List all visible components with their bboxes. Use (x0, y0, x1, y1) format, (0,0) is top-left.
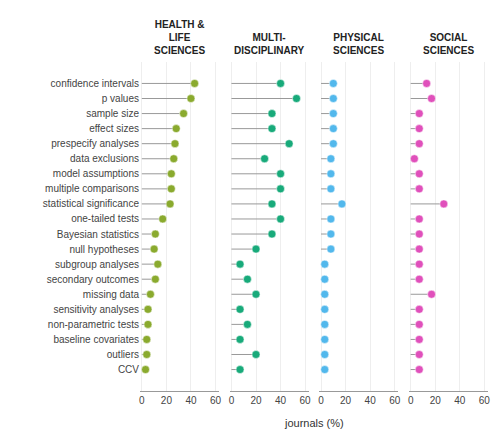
svg-text:40: 40 (275, 395, 287, 406)
svg-text:40: 40 (454, 395, 466, 406)
svg-text:0: 0 (408, 395, 414, 406)
svg-text:baseline covariates: baseline covariates (53, 334, 139, 345)
svg-text:60: 60 (479, 395, 491, 406)
svg-text:CCV: CCV (118, 364, 139, 375)
svg-text:p values: p values (102, 93, 139, 104)
svg-text:Bayesian statistics: Bayesian statistics (57, 229, 139, 240)
svg-text:MULTI-DISCIPLINARY: MULTI-DISCIPLINARY (234, 32, 305, 56)
svg-text:one-tailed tests: one-tailed tests (71, 213, 139, 224)
svg-text:confidence intervals: confidence intervals (51, 78, 139, 89)
svg-text:missing data: missing data (83, 289, 140, 300)
svg-text:40: 40 (185, 395, 197, 406)
svg-text:secondary outcomes: secondary outcomes (47, 274, 139, 285)
svg-text:20: 20 (161, 395, 173, 406)
svg-text:20: 20 (250, 395, 262, 406)
svg-text:60: 60 (389, 395, 401, 406)
svg-text:60: 60 (300, 395, 312, 406)
svg-text:20: 20 (430, 395, 442, 406)
svg-text:effect sizes: effect sizes (89, 123, 139, 134)
svg-text:subgroup analyses: subgroup analyses (55, 259, 139, 270)
svg-text:HEALTH &LIFESCIENCES: HEALTH &LIFESCIENCES (154, 19, 205, 56)
svg-text:non-parametric tests: non-parametric tests (48, 319, 139, 330)
svg-text:sample size: sample size (86, 108, 139, 119)
svg-text:0: 0 (139, 395, 145, 406)
svg-text:prespecify analyses: prespecify analyses (51, 138, 139, 149)
svg-text:null hypotheses: null hypotheses (70, 244, 140, 255)
svg-text:40: 40 (365, 395, 377, 406)
svg-text:0: 0 (229, 395, 235, 406)
svg-text:model assumptions: model assumptions (53, 168, 139, 179)
svg-text:outliers: outliers (107, 349, 139, 360)
svg-text:data exclusions: data exclusions (70, 153, 139, 164)
svg-text:PHYSICALSCIENCES: PHYSICALSCIENCES (333, 32, 384, 56)
svg-text:sensitivity analyses: sensitivity analyses (53, 304, 139, 315)
svg-text:0: 0 (318, 395, 324, 406)
svg-text:journals (%): journals (%) (284, 417, 344, 429)
svg-text:20: 20 (340, 395, 352, 406)
svg-text:SOCIALSCIENCES: SOCIALSCIENCES (423, 32, 474, 56)
svg-text:statistical significance: statistical significance (43, 198, 140, 209)
svg-text:60: 60 (210, 395, 222, 406)
svg-text:multiple comparisons: multiple comparisons (45, 183, 139, 194)
